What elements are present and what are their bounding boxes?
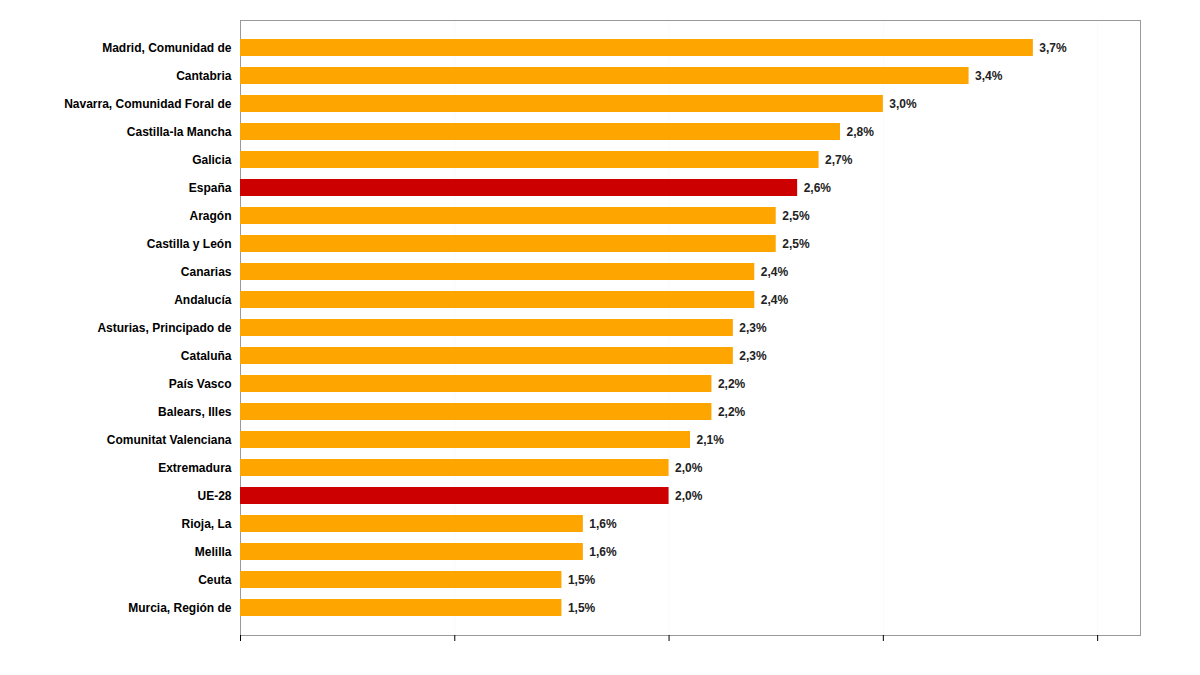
svg-text:Castilla y León: Castilla y León: [147, 237, 232, 251]
svg-text:1,5%: 1,5%: [568, 573, 596, 587]
svg-text:Andalucía: Andalucía: [174, 293, 232, 307]
svg-text:Aragón: Aragón: [190, 209, 232, 223]
svg-text:3,0%: 3,0%: [889, 97, 917, 111]
svg-text:Extremadura: Extremadura: [158, 461, 232, 475]
svg-text:Balears, Illes: Balears, Illes: [158, 405, 232, 419]
svg-text:Asturias, Principado de: Asturias, Principado de: [97, 321, 231, 335]
svg-text:2,0%: 2,0%: [675, 489, 703, 503]
svg-text:2,3%: 2,3%: [739, 321, 767, 335]
svg-text:2,4%: 2,4%: [761, 265, 789, 279]
svg-text:2,4%: 2,4%: [761, 293, 789, 307]
svg-text:Ceuta: Ceuta: [198, 573, 232, 587]
svg-text:Galicia: Galicia: [192, 153, 232, 167]
svg-text:3,7%: 3,7%: [1039, 41, 1067, 55]
svg-text:2,3%: 2,3%: [739, 349, 767, 363]
svg-text:1,6%: 1,6%: [589, 545, 617, 559]
svg-text:Comunitat Valenciana: Comunitat Valenciana: [107, 433, 232, 447]
svg-text:Navarra, Comunidad Foral de: Navarra, Comunidad Foral de: [64, 97, 232, 111]
svg-text:Canarias: Canarias: [181, 265, 232, 279]
svg-text:Madrid, Comunidad de: Madrid, Comunidad de: [102, 41, 232, 55]
svg-text:Rioja, La: Rioja, La: [181, 517, 231, 531]
svg-text:Murcia, Región de: Murcia, Región de: [128, 601, 232, 615]
svg-text:3,4%: 3,4%: [975, 69, 1003, 83]
svg-text:Castilla-la Mancha: Castilla-la Mancha: [127, 125, 232, 139]
svg-text:2,2%: 2,2%: [718, 377, 746, 391]
svg-text:2,7%: 2,7%: [825, 153, 853, 167]
svg-text:España: España: [189, 181, 232, 195]
svg-text:2,0%: 2,0%: [675, 461, 703, 475]
svg-text:2,1%: 2,1%: [697, 433, 725, 447]
svg-text:País Vasco: País Vasco: [169, 377, 232, 391]
svg-text:UE-28: UE-28: [197, 489, 231, 503]
svg-text:2,5%: 2,5%: [782, 209, 810, 223]
svg-text:2,2%: 2,2%: [718, 405, 746, 419]
svg-text:Melilla: Melilla: [195, 545, 232, 559]
svg-text:2,8%: 2,8%: [847, 125, 875, 139]
svg-text:2,6%: 2,6%: [804, 181, 832, 195]
svg-text:1,6%: 1,6%: [589, 517, 617, 531]
svg-text:Cataluña: Cataluña: [181, 349, 232, 363]
svg-text:Cantabria: Cantabria: [176, 69, 232, 83]
svg-text:1,5%: 1,5%: [568, 601, 596, 615]
svg-text:2,5%: 2,5%: [782, 237, 810, 251]
